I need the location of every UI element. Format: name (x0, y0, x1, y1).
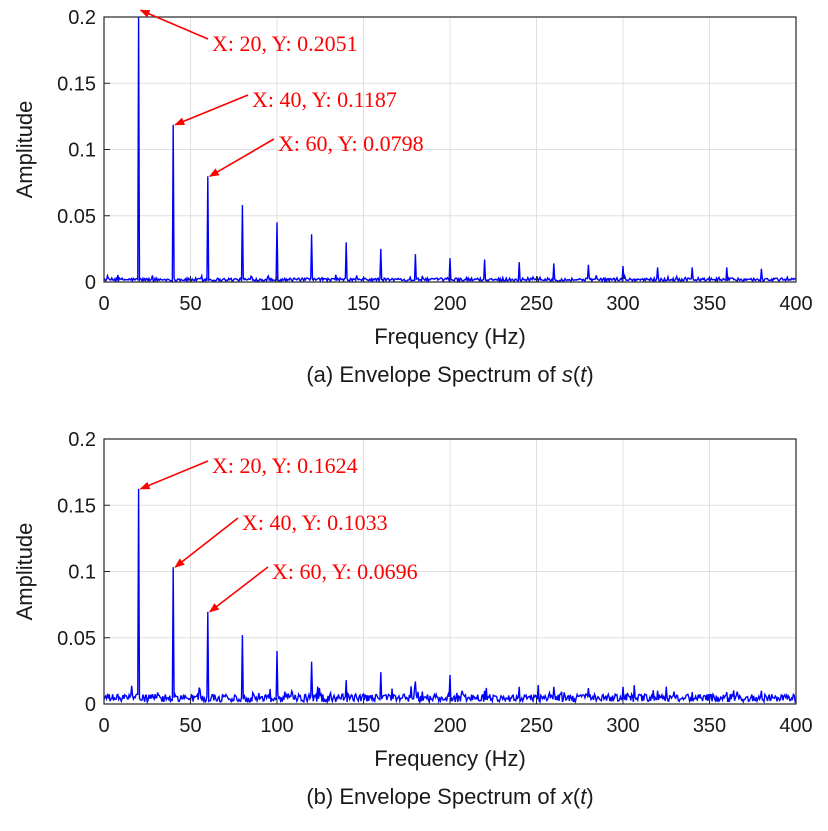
x-tick-label: 350 (693, 293, 726, 315)
caption-var: s (562, 362, 573, 387)
annotation-arrow (208, 138, 275, 177)
caption-var: x (561, 784, 574, 809)
annotation-label: X: 60, Y: 0.0696 (272, 559, 418, 584)
x-tick-label: 150 (347, 715, 380, 737)
x-tick-label: 300 (606, 715, 639, 737)
y-tick-label: 0.2 (68, 7, 96, 29)
annotations: X: 20, Y: 0.2051 X: 40, Y: 0.1187 X: 60, Y… (139, 9, 424, 177)
x-tick-label: 50 (179, 293, 201, 315)
chart-panel-a: 0 50 100 150 200 250 300 350 400 0 0.05 0.1 0.15 0.2… (12, 7, 813, 387)
x-tick-label: 50 (179, 715, 201, 737)
x-axis-label: Frequency (Hz) (374, 746, 526, 771)
caption-paren-open: ( (573, 784, 581, 809)
y-tick-label: 0 (85, 272, 96, 294)
x-tick-label: 250 (520, 293, 553, 315)
series-line (103, 488, 797, 705)
y-tick-label: 0.2 (68, 429, 96, 451)
caption-prefix: (b) Envelope Spectrum of (306, 784, 562, 809)
y-tick-label: 0.1 (68, 140, 96, 162)
caption-paren-close: ) (586, 784, 593, 809)
annotation-label: X: 20, Y: 0.2051 (212, 31, 358, 56)
caption-paren-open: ( (573, 362, 581, 387)
x-tick-label: 300 (606, 293, 639, 315)
x-tick-label: 100 (260, 715, 293, 737)
annotation-arrow (174, 517, 239, 568)
annotations: X: 20, Y: 0.1624 X: 40, Y: 0.1033 X: 60, Y… (139, 453, 418, 613)
y-tick-label: 0 (85, 694, 96, 716)
annotation-label: X: 60, Y: 0.0798 (278, 131, 424, 156)
annotation-label: X: 40, Y: 0.1033 (242, 510, 388, 535)
x-tick-label: 200 (433, 715, 466, 737)
x-tick-label: 400 (779, 715, 812, 737)
caption-arg: t (580, 784, 587, 809)
y-tick-label: 0.15 (57, 495, 96, 517)
x-tick-label: 200 (433, 293, 466, 315)
y-tick-label: 0.15 (57, 73, 96, 95)
x-axis-ticks: 0 50 100 150 200 250 300 350 400 (98, 698, 813, 737)
panel-caption: (b) Envelope Spectrum of x(t) (306, 784, 593, 809)
x-tick-label: 250 (520, 715, 553, 737)
x-tick-label: 150 (347, 293, 380, 315)
y-axis-label: Amplitude (12, 523, 37, 621)
caption-prefix: (a) Envelope Spectrum of (306, 362, 562, 387)
x-tick-label: 350 (693, 715, 726, 737)
y-tick-label: 0.05 (57, 628, 96, 650)
annotation-arrow (139, 9, 209, 40)
panel-caption: (a) Envelope Spectrum of s(t) (306, 362, 593, 387)
y-tick-label: 0.1 (68, 562, 96, 584)
annotation-label: X: 40, Y: 0.1187 (252, 87, 397, 112)
annotation-arrow (174, 94, 249, 126)
series-line (103, 16, 797, 284)
y-axis-ticks: 0 0.05 0.1 0.15 0.2 (57, 429, 110, 716)
y-axis-label: Amplitude (12, 101, 37, 199)
x-tick-label: 100 (260, 293, 293, 315)
x-axis-ticks: 0 50 100 150 200 250 300 350 400 (98, 276, 813, 315)
annotation-arrow (139, 460, 209, 490)
annotation-label: X: 20, Y: 0.1624 (212, 453, 358, 478)
caption-paren-close: ) (586, 362, 593, 387)
y-tick-label: 0.05 (57, 206, 96, 228)
x-tick-label: 0 (98, 293, 109, 315)
x-tick-label: 400 (779, 293, 812, 315)
caption-arg: t (580, 362, 587, 387)
chart-panel-b: 0 50 100 150 200 250 300 350 400 0 0.05 0.1 0.15 0.2… (12, 429, 813, 809)
x-tick-label: 0 (98, 715, 109, 737)
y-axis-ticks: 0 0.05 0.1 0.15 0.2 (57, 7, 110, 294)
x-axis-label: Frequency (Hz) (374, 324, 526, 349)
annotation-arrow (209, 566, 269, 613)
